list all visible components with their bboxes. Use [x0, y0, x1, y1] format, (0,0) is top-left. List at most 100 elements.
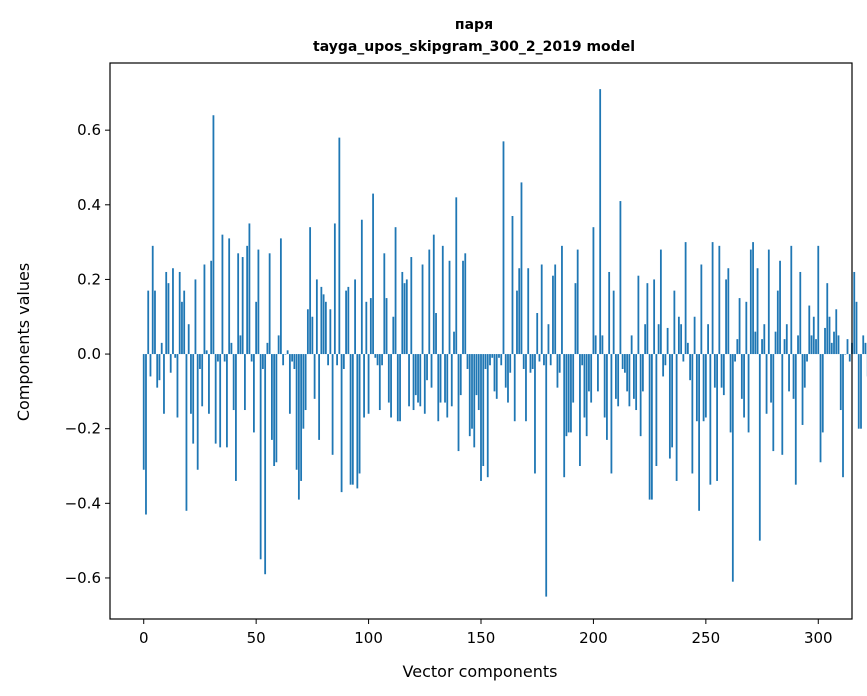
- bar-206: [606, 354, 608, 440]
- x-axis: 0 50 100 150 200 250 300: [139, 619, 833, 647]
- bar-198: [588, 354, 590, 392]
- bar-163: [509, 354, 512, 373]
- bar-162: [507, 354, 509, 403]
- bar-149: [477, 354, 480, 411]
- bar-184: [556, 354, 559, 388]
- bar-97: [360, 219, 363, 355]
- bar-59: [275, 354, 278, 463]
- bar-285: [783, 339, 786, 355]
- bar-205: [603, 354, 606, 418]
- bar-109: [387, 354, 390, 403]
- bar-303: [824, 327, 826, 355]
- bar-295: [806, 354, 808, 362]
- bar-19: [185, 354, 188, 511]
- bar-90: [345, 290, 347, 355]
- bar-161: [504, 354, 507, 388]
- bar-128: [430, 354, 433, 388]
- bar-117: [405, 279, 408, 355]
- bar-10: [165, 271, 168, 355]
- bar-12: [169, 354, 172, 373]
- bar-254: [713, 354, 716, 388]
- bar-181: [549, 354, 552, 366]
- bar-127: [428, 249, 431, 355]
- bar-137: [450, 354, 453, 407]
- bar-91: [347, 286, 350, 355]
- bar-126: [426, 354, 428, 381]
- bar-234: [668, 354, 671, 459]
- bar-110: [390, 354, 392, 418]
- bar-306: [830, 342, 833, 355]
- bar-194: [579, 354, 581, 467]
- bar-29: [208, 354, 210, 414]
- bar-246: [695, 354, 698, 422]
- bar-296: [808, 305, 811, 355]
- bar-18: [183, 290, 186, 355]
- bar-76: [313, 354, 316, 399]
- bar-139: [455, 197, 458, 355]
- bar-23: [194, 279, 197, 355]
- bar-202: [597, 354, 599, 392]
- bar-20: [187, 324, 190, 355]
- bar-245: [693, 316, 696, 355]
- bar-72: [304, 354, 307, 411]
- bar-185: [558, 354, 561, 373]
- bar-121: [414, 354, 417, 396]
- bar-305: [828, 316, 831, 355]
- bar-125: [423, 354, 426, 414]
- bar-237: [675, 354, 678, 481]
- bar-167: [518, 268, 521, 355]
- bar-55: [266, 342, 269, 355]
- bar-32: [214, 354, 217, 444]
- bar-62: [282, 354, 285, 366]
- bar-42: [237, 253, 240, 355]
- bar-216: [628, 354, 631, 407]
- bar-0: [142, 354, 145, 470]
- bar-138: [453, 331, 455, 355]
- bar-82: [327, 354, 330, 366]
- chart-title: паря: [455, 17, 493, 33]
- bar-108: [385, 298, 388, 355]
- bar-211: [617, 354, 620, 407]
- bar-188: [565, 354, 568, 437]
- bar-264: [736, 339, 739, 355]
- bar-242: [686, 342, 689, 355]
- y-tick-label: −0.4: [65, 494, 101, 512]
- bar-155: [491, 354, 494, 358]
- x-tick-label: 0: [139, 629, 149, 647]
- bar-265: [738, 298, 741, 355]
- bar-195: [581, 354, 584, 366]
- bar-134: [444, 354, 446, 403]
- bar-262: [731, 354, 734, 582]
- bar-217: [630, 335, 633, 355]
- bar-61: [279, 238, 282, 355]
- bar-266: [740, 354, 743, 399]
- bar-227: [653, 279, 656, 355]
- bar-142: [462, 260, 464, 355]
- bar-278: [767, 249, 770, 355]
- bar-290: [794, 354, 797, 485]
- bar-189: [567, 354, 570, 433]
- bar-34: [219, 354, 222, 448]
- bar-39: [230, 342, 233, 355]
- bar-151: [482, 354, 485, 467]
- bar-60: [277, 335, 280, 355]
- bar-210: [615, 354, 617, 399]
- bar-168: [520, 182, 523, 355]
- bar-302: [821, 354, 824, 433]
- bar-240: [682, 354, 685, 362]
- bar-14: [174, 354, 177, 358]
- bar-274: [758, 354, 761, 541]
- bar-173: [531, 354, 534, 369]
- bar-253: [711, 242, 714, 355]
- bar-44: [241, 257, 244, 355]
- bars-group: [142, 89, 867, 597]
- bar-207: [608, 271, 611, 355]
- bar-275: [761, 339, 763, 355]
- x-tick-label: 150: [467, 629, 496, 647]
- bar-65: [288, 354, 291, 414]
- bar-131: [437, 354, 440, 422]
- y-tick-label: 0.2: [77, 270, 101, 288]
- bar-241: [684, 242, 687, 355]
- bar-40: [232, 354, 235, 411]
